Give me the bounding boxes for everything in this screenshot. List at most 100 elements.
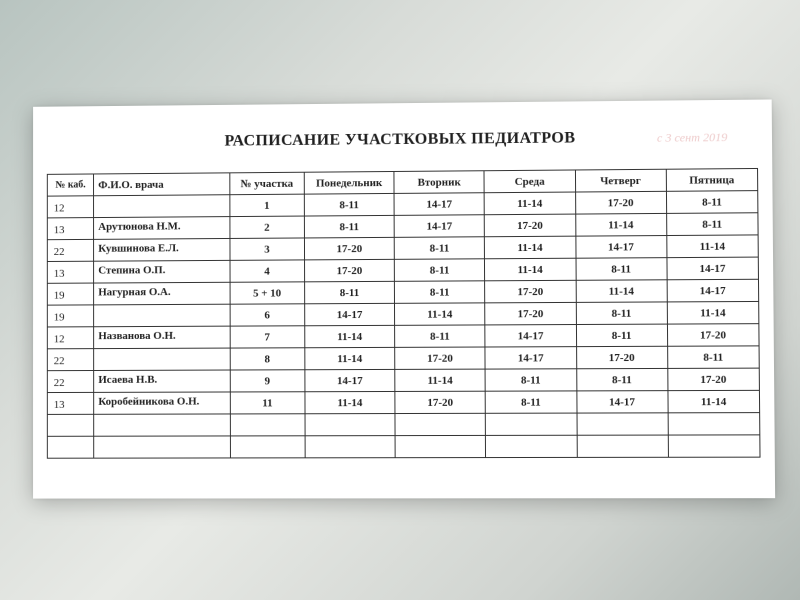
cell-monday: 11-14 (305, 391, 395, 413)
page-title: РАСПИСАНИЕ УЧАСТКОВЫХ ПЕДИАТРОВ (225, 129, 576, 150)
header-thursday: Четверг (575, 169, 666, 192)
cell-thursday: 14-17 (575, 235, 666, 258)
cell-wednesday: 11-14 (485, 236, 576, 259)
cell-fio (94, 194, 230, 217)
cell-wednesday: 17-20 (485, 302, 576, 325)
cell-fio: Нагурная О.А. (94, 282, 230, 305)
cell-thursday: 17-20 (576, 346, 667, 369)
cell-friday: 14-17 (667, 257, 759, 280)
cell-monday: 11-14 (305, 325, 395, 347)
cell-fio (94, 348, 230, 370)
cell-uchastok: 1 (230, 194, 305, 216)
cell-thursday (577, 435, 669, 457)
cell-tuesday (395, 435, 486, 457)
cell-thursday: 11-14 (576, 279, 667, 302)
cell-friday: 8-11 (666, 190, 758, 213)
cell-fio (94, 413, 230, 435)
cell-fio (94, 435, 230, 457)
cell-kab: 13 (47, 261, 94, 283)
cell-uchastok: 6 (230, 303, 305, 325)
cell-uchastok: 5 + 10 (230, 281, 305, 303)
table-row: 22Исаева Н.В.914-1711-148-118-1117-20 (47, 368, 759, 392)
table-row: 19Нагурная О.А.5 + 108-118-1117-2011-141… (47, 279, 758, 305)
table-row: 13Коробейникова О.Н.1111-1417-208-1114-1… (47, 390, 759, 414)
cell-tuesday: 8-11 (394, 258, 484, 281)
schedule-table: № каб. Ф.И.О. врача № участка Понедельни… (47, 167, 761, 458)
cell-monday: 17-20 (304, 237, 394, 260)
cell-tuesday: 11-14 (395, 369, 486, 391)
cell-kab: 22 (47, 239, 94, 261)
header-monday: Понедельник (304, 171, 394, 194)
cell-monday: 14-17 (305, 303, 395, 325)
cell-uchastok (230, 413, 305, 435)
cell-tuesday: 14-17 (394, 214, 484, 237)
cell-monday: 8-11 (304, 193, 394, 216)
cell-thursday: 8-11 (576, 301, 667, 324)
cell-kab (47, 436, 94, 458)
cell-thursday: 11-14 (575, 213, 666, 236)
cell-fio: Кувшинова Е.Л. (94, 238, 230, 261)
cell-tuesday (395, 413, 486, 435)
header-fio: Ф.И.О. врача (94, 172, 230, 195)
cell-wednesday (486, 435, 577, 457)
cell-uchastok (230, 435, 305, 457)
cell-friday: 11-14 (666, 234, 758, 257)
cell-friday: 11-14 (668, 390, 760, 412)
cell-wednesday: 8-11 (485, 390, 576, 412)
cell-tuesday: 8-11 (394, 236, 484, 259)
table-row (47, 434, 760, 457)
cell-monday: 17-20 (304, 259, 394, 282)
cell-fio: Коробейникова О.Н. (94, 391, 230, 413)
cell-thursday: 8-11 (576, 368, 667, 390)
cell-kab: 19 (47, 304, 94, 326)
cell-monday (305, 413, 395, 435)
table-row (47, 412, 759, 436)
header-kab: № каб. (47, 173, 93, 195)
cell-wednesday (486, 413, 577, 435)
cell-friday: 14-17 (667, 279, 759, 302)
cell-tuesday: 17-20 (395, 391, 486, 413)
table-body: 1218-1114-1711-1417-208-1113Арутюнова Н.… (47, 190, 760, 458)
cell-kab: 13 (47, 392, 94, 414)
cell-kab: 12 (47, 326, 94, 348)
cell-thursday (577, 412, 668, 434)
cell-tuesday: 11-14 (395, 302, 486, 324)
cell-monday: 8-11 (304, 281, 394, 303)
cell-wednesday: 14-17 (485, 324, 576, 346)
cell-monday: 11-14 (305, 347, 395, 369)
cell-uchastok: 4 (230, 259, 305, 281)
header-wednesday: Среда (484, 169, 575, 192)
cell-friday: 17-20 (667, 368, 759, 391)
cell-uchastok: 9 (230, 369, 305, 391)
cell-kab (47, 414, 94, 436)
cell-thursday: 14-17 (576, 390, 667, 412)
cell-monday: 14-17 (305, 369, 395, 391)
title-handwritten-note: с 3 сент 2019 (657, 130, 727, 146)
table-row: 12Названова О.Н.711-148-1114-178-1117-20 (47, 323, 759, 348)
cell-thursday: 8-11 (576, 324, 667, 347)
cell-wednesday: 14-17 (485, 346, 576, 368)
cell-fio: Степина О.П. (94, 260, 230, 283)
cell-monday (305, 435, 395, 457)
title-row: РАСПИСАНИЕ УЧАСТКОВЫХ ПЕДИАТРОВ с 3 сент… (47, 127, 758, 151)
cell-tuesday: 8-11 (395, 324, 486, 346)
cell-friday: 17-20 (667, 323, 759, 346)
cell-wednesday: 11-14 (485, 258, 576, 281)
cell-kab: 19 (47, 283, 94, 305)
header-tuesday: Вторник (394, 170, 484, 193)
cell-tuesday: 14-17 (394, 192, 484, 215)
cell-kab: 12 (47, 195, 93, 217)
cell-friday: 11-14 (667, 301, 759, 324)
cell-thursday: 8-11 (576, 257, 667, 280)
cell-uchastok: 11 (230, 391, 305, 413)
cell-uchastok: 3 (230, 237, 305, 259)
schedule-paper: РАСПИСАНИЕ УЧАСТКОВЫХ ПЕДИАТРОВ с 3 сент… (33, 99, 775, 498)
cell-friday (668, 412, 760, 434)
cell-uchastok: 2 (230, 216, 305, 238)
cell-wednesday: 11-14 (484, 192, 575, 215)
cell-kab: 22 (47, 348, 94, 370)
cell-tuesday: 17-20 (395, 347, 486, 369)
cell-friday (668, 434, 760, 456)
cell-fio: Названова О.Н. (94, 326, 230, 349)
cell-wednesday: 17-20 (485, 280, 576, 303)
